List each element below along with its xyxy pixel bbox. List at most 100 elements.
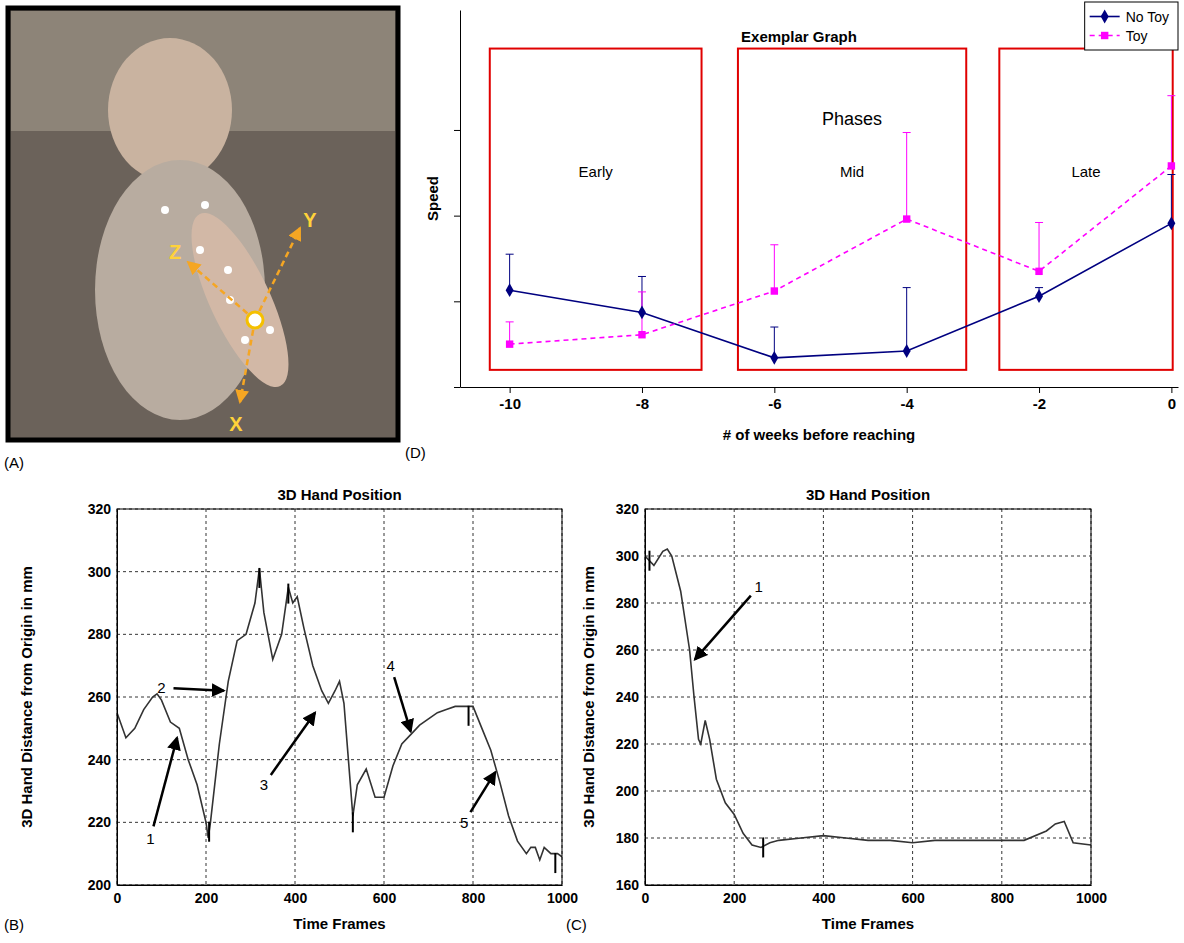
error-bar [1039, 222, 1040, 271]
y-tick [454, 216, 460, 217]
y-tick-label: 220 [88, 814, 112, 830]
grid-line-y [645, 838, 1091, 839]
x-tick: -8 [636, 387, 649, 412]
grid-line-x [823, 509, 824, 885]
error-cap [506, 321, 514, 322]
y-tick-label: 200 [88, 877, 112, 893]
y-tick-label: 180 [616, 830, 640, 846]
y-tick: 260 [88, 689, 117, 705]
y-tick-label: 220 [616, 736, 640, 752]
legend-box [1085, 2, 1178, 50]
y-tick-label: 320 [616, 501, 640, 517]
axis-arrow [240, 320, 255, 402]
grid-line-y [117, 571, 562, 572]
annotation-label: 3 [260, 776, 268, 793]
y-tick-label: 280 [88, 626, 112, 642]
panel-label: (A) [4, 454, 24, 471]
x-tick: 0 [642, 885, 650, 906]
y-tick: 260 [616, 642, 645, 658]
x-axis: 02004006008001000 [642, 885, 1108, 906]
y-tick-label: 240 [88, 752, 112, 768]
panel-a: ZYX [8, 8, 398, 440]
x-tick-label: -8 [636, 395, 649, 412]
chart-title: Exemplar Graph [741, 28, 857, 45]
annotation-arrow [173, 688, 223, 691]
axis-arrow [255, 228, 300, 320]
x-axis-line [461, 387, 1179, 388]
event-marker [648, 551, 650, 571]
y-tick: 240 [88, 752, 117, 768]
y-tick-label: 300 [88, 564, 112, 580]
error-cap [1167, 95, 1175, 96]
grid-line-y [117, 822, 562, 823]
chart-panel: -10-8-6-4-20EarlyMidLatePhasesExemplar G… [424, 11, 1179, 444]
y-tick [454, 301, 460, 302]
x-tick-mark [510, 387, 511, 393]
x-axis-title: Time Frames [293, 915, 385, 932]
panel-label: (C) [566, 916, 587, 933]
error-cap [770, 327, 778, 328]
chart-title: 3D Hand Position [277, 486, 401, 503]
x-tick: 600 [901, 885, 925, 906]
phase-label: Late [1071, 163, 1100, 180]
y-tick: 180 [616, 830, 645, 846]
point-marker [506, 283, 514, 297]
grid-line-y [645, 603, 1091, 604]
error-bar [774, 245, 775, 291]
origin-marker [247, 312, 263, 328]
x-axis-line [646, 885, 1092, 886]
y-tick-label: 240 [616, 689, 640, 705]
data-line [645, 549, 1091, 847]
photo-marker [266, 326, 274, 334]
point-marker [506, 340, 513, 347]
error-cap [903, 132, 911, 133]
chart-panel: 0200400600800100020022024026028030032012… [18, 486, 579, 932]
x-tick: 200 [195, 885, 219, 906]
x-tick: 400 [284, 885, 308, 906]
annotation-arrow [470, 772, 495, 812]
grid-line-y [645, 556, 1091, 557]
error-bar [906, 288, 907, 351]
x-tick-label: 600 [373, 890, 397, 906]
point-marker [903, 215, 910, 222]
x-tick-label: 400 [284, 890, 308, 906]
y-tick: 200 [616, 783, 645, 799]
chart-panel: 0200400600800100016018020022024026028030… [580, 486, 1108, 932]
y-tick: 320 [88, 501, 117, 517]
annotation-arrow [695, 596, 751, 660]
y-tick: 280 [616, 595, 645, 611]
event-marker [554, 853, 556, 873]
phases-title: Phases [822, 109, 882, 129]
x-tick-label: 1000 [547, 890, 578, 906]
phase-label: Mid [840, 163, 864, 180]
marks [645, 549, 1091, 857]
x-tick-mark [1171, 387, 1172, 393]
legend: No ToyToy [1085, 2, 1178, 50]
grid [645, 509, 1091, 885]
x-tick-label: 800 [462, 890, 486, 906]
point-marker [1168, 162, 1175, 169]
y-axis-title: 3D Hand Distance from Origin in mm [18, 566, 35, 828]
x-tick: -6 [768, 387, 781, 412]
grid-line-y [117, 759, 562, 760]
x-axis-line [118, 885, 563, 886]
annotation-label: 4 [387, 657, 395, 674]
y-tick-label: 300 [616, 548, 640, 564]
grid-line-x [912, 509, 913, 885]
phase-box [999, 49, 1172, 370]
plot-background [645, 509, 1091, 885]
x-tick-label: -4 [901, 395, 915, 412]
annotation-label: 5 [460, 814, 468, 831]
plot-frame [645, 509, 1091, 885]
photo-marker [201, 201, 209, 209]
series-line [510, 166, 1172, 344]
point-marker [1035, 268, 1042, 275]
axis-arrow [188, 262, 255, 320]
grid-line-x [734, 509, 735, 885]
x-tick: 1000 [1076, 885, 1107, 906]
photo-head [108, 38, 232, 182]
error-bar [1171, 175, 1172, 224]
x-tick-mark [642, 387, 643, 393]
annotation-label: 1 [146, 830, 154, 847]
legend-swatch-marker [1101, 32, 1108, 39]
